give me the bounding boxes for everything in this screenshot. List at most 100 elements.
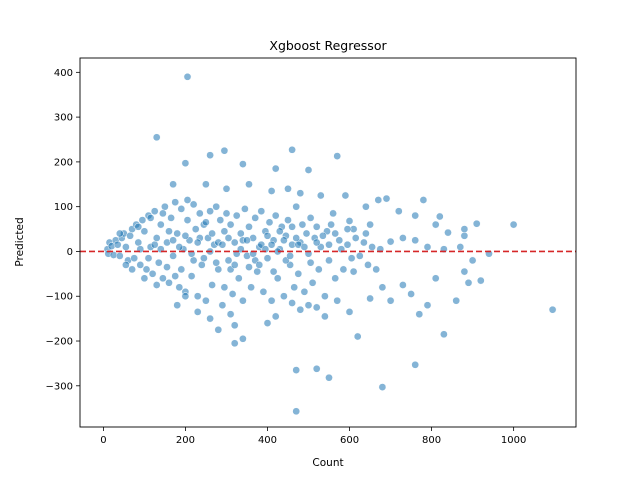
data-point (464, 278, 473, 287)
data-point (362, 229, 370, 238)
data-point (181, 292, 190, 301)
data-point (292, 234, 301, 242)
data-point (308, 278, 317, 287)
data-point (212, 258, 221, 267)
data-point (304, 166, 313, 174)
data-point (197, 261, 206, 269)
data-point (128, 265, 136, 274)
data-point (325, 256, 333, 265)
y-tick-label: 400 (54, 68, 73, 79)
data-point (220, 283, 229, 292)
data-point (284, 216, 292, 224)
data-point (202, 218, 210, 227)
data-point (294, 269, 303, 278)
x-tick-label: 600 (340, 435, 359, 446)
data-point (187, 272, 196, 280)
x-tick-label: 800 (422, 435, 441, 446)
data-point (161, 202, 169, 211)
data-point (472, 219, 481, 228)
data-point (339, 265, 348, 274)
data-point (152, 281, 161, 289)
data-points (103, 72, 557, 416)
data-point (251, 214, 260, 222)
data-point (327, 220, 335, 229)
x-axis: 0 200 400 600 800 1000 (100, 427, 526, 446)
data-point (189, 200, 198, 209)
data-point (351, 234, 360, 242)
data-point (259, 287, 268, 296)
data-point (312, 364, 321, 373)
data-point (386, 237, 395, 246)
data-point (411, 236, 420, 245)
data-point (195, 209, 204, 218)
data-point (372, 265, 381, 274)
data-point (345, 308, 354, 316)
y-axis-label: Predicted (14, 217, 26, 266)
data-point (171, 198, 180, 207)
data-point (399, 281, 407, 289)
data-point (173, 301, 182, 310)
data-point (167, 214, 175, 222)
data-point (230, 261, 239, 269)
data-point (423, 243, 432, 251)
y-tick-label: −200 (46, 337, 73, 348)
data-point (126, 231, 134, 240)
data-point (214, 325, 223, 334)
data-point (245, 263, 253, 271)
data-point (224, 234, 233, 242)
data-point (173, 229, 182, 238)
data-point (341, 191, 350, 200)
data-point (343, 225, 352, 233)
data-point (509, 220, 518, 229)
data-point (302, 229, 311, 238)
data-point (304, 301, 313, 310)
data-point (234, 274, 243, 283)
y-tick-label: 100 (54, 202, 73, 213)
data-point (159, 209, 167, 218)
data-point (220, 227, 229, 236)
data-point (364, 261, 372, 269)
data-point (456, 243, 465, 251)
data-point (378, 383, 387, 391)
x-tick-label: 0 (100, 435, 106, 446)
data-point (245, 180, 253, 189)
data-point (212, 202, 221, 211)
data-point (265, 218, 274, 227)
data-point (175, 243, 184, 251)
data-point (232, 211, 241, 220)
data-point (394, 207, 403, 216)
y-axis: −300 −200 −100 0 100 200 300 400 (46, 68, 80, 392)
data-point (267, 296, 276, 305)
data-point (345, 217, 354, 225)
data-point (241, 205, 249, 213)
data-point (368, 243, 376, 251)
data-point (296, 305, 305, 314)
data-point (236, 229, 245, 238)
data-point (230, 321, 239, 330)
data-point (273, 274, 282, 283)
data-point (419, 196, 428, 204)
data-point (208, 281, 216, 289)
data-point (366, 220, 374, 229)
data-point (306, 214, 315, 222)
data-point (431, 274, 440, 283)
data-point (267, 240, 276, 249)
data-point (154, 258, 163, 267)
y-tick-label: 200 (54, 157, 73, 168)
data-point (243, 236, 251, 245)
data-point (146, 214, 155, 222)
data-point (257, 207, 266, 216)
data-point (263, 231, 272, 240)
data-point (165, 227, 173, 236)
data-point (200, 254, 208, 263)
data-point (150, 240, 159, 249)
data-point (165, 278, 173, 287)
data-point (431, 220, 440, 229)
x-tick-label: 400 (258, 435, 277, 446)
data-point (263, 254, 272, 263)
data-point (136, 261, 145, 269)
data-point (333, 152, 342, 160)
data-point (175, 283, 184, 292)
data-point (181, 159, 190, 168)
data-point (150, 207, 159, 216)
